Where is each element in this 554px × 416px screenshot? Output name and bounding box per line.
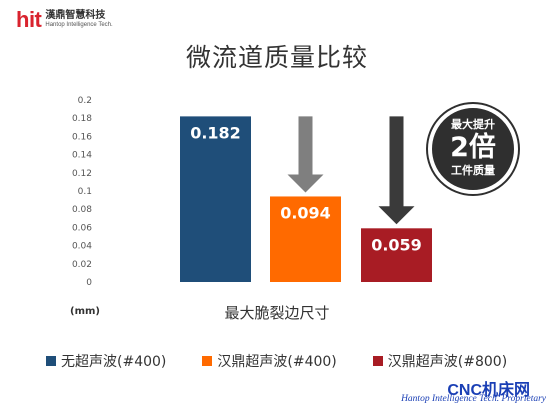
improvement-badge: 最大提升 2倍 工件质量 — [428, 104, 518, 194]
y-tick-label: 0.18 — [72, 114, 92, 124]
bar-value-label: 0.182 — [190, 123, 241, 142]
badge-line-3: 工件质量 — [451, 164, 495, 177]
y-tick-label: 0.12 — [72, 169, 92, 179]
y-tick-label: 0.06 — [72, 223, 92, 233]
reduction-arrow-2-shape — [378, 116, 415, 225]
x-axis-label: 最大脆裂边尺寸 — [224, 304, 330, 322]
reduction-arrow-2 — [378, 116, 415, 225]
bar-value-label: 0.059 — [371, 235, 422, 254]
bar-series-1 — [180, 116, 251, 282]
legend-item-series-3: 汉鼎超声波(#800) — [372, 351, 508, 371]
bar-series-2 — [270, 196, 341, 282]
legend-item-series-1: 无超声波(#400) — [46, 351, 166, 371]
legend-swatch-series-2 — [202, 356, 213, 366]
y-tick-label: 0.2 — [78, 96, 92, 106]
logo-name-cn: 漢鼎智慧科技 — [45, 10, 106, 21]
legend-label-series-3: 汉鼎超声波(#800) — [387, 354, 508, 370]
y-tick-label: 0.02 — [72, 260, 92, 270]
watermark-proprietary: Hantop Intelligence Tech. Proprietary — [401, 394, 546, 404]
y-tick-label: 0.04 — [72, 242, 92, 252]
watermark-site: CNC机床网 — [447, 382, 530, 399]
reduction-arrow-1 — [287, 116, 324, 193]
y-tick-label: 0.08 — [72, 205, 92, 215]
legend-label-series-1: 无超声波(#400) — [61, 354, 167, 370]
badge-line-1: 最大提升 — [451, 118, 495, 131]
reduction-arrow-1-shape — [287, 116, 324, 193]
y-tick-label: 0.16 — [72, 132, 92, 142]
chart-legend: 无超声波(#400) 汉鼎超声波(#400) 汉鼎超声波(#800) — [46, 351, 507, 371]
legend-item-series-2: 汉鼎超声波(#400) — [202, 351, 337, 371]
y-tick-label: 0 — [86, 278, 92, 288]
chart-title: 微流道质量比较 — [185, 43, 368, 72]
logo-mark: hit — [16, 7, 42, 32]
legend-swatch-series-3 — [372, 356, 383, 366]
legend-label-series-2: 汉鼎超声波(#400) — [217, 354, 337, 370]
logo-name-en: Hantop Intelligence Tech. — [45, 22, 113, 28]
y-axis-unit-label: (mm) — [70, 306, 100, 317]
company-logo: hit 漢鼎智慧科技 Hantop Intelligence Tech. — [16, 7, 113, 32]
badge-line-2: 2倍 — [450, 132, 496, 163]
bar-value-label: 0.094 — [280, 203, 331, 222]
y-tick-label: 0.14 — [72, 151, 92, 161]
y-tick-label: 0.1 — [78, 187, 92, 197]
logo-text: 漢鼎智慧科技 Hantop Intelligence Tech. — [45, 10, 112, 29]
legend-swatch-series-1 — [46, 356, 56, 366]
bar-series-3 — [361, 228, 432, 282]
